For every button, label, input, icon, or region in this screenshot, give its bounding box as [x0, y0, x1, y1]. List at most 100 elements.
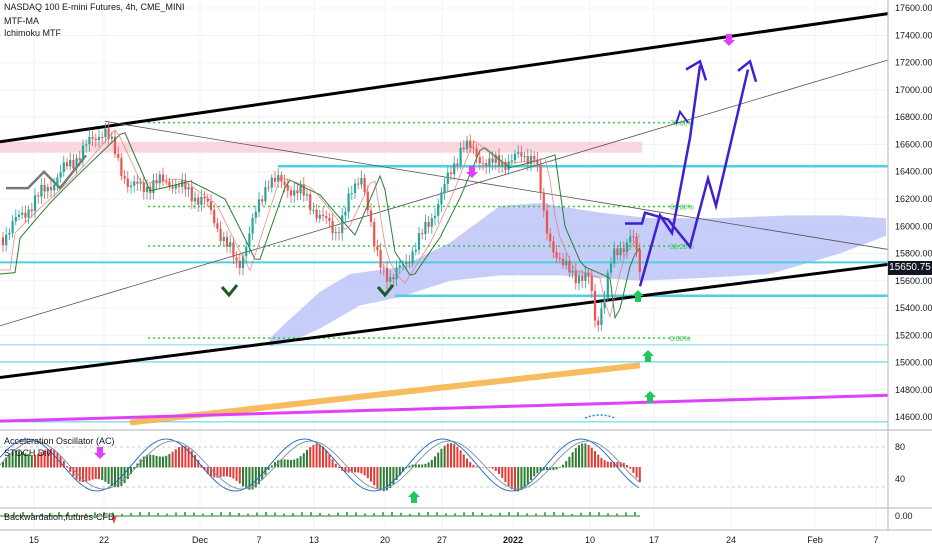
candle-body: [60, 172, 62, 177]
indicator-mtf-ma[interactable]: MTF-MA: [4, 16, 39, 26]
backwardation-bar: [616, 513, 618, 516]
pane-stoch-label[interactable]: STOCH Div: [4, 448, 51, 458]
candle-body: [578, 276, 580, 283]
ac-bar: [124, 467, 126, 483]
ac-bar: [287, 460, 289, 468]
ac-bar: [434, 456, 436, 467]
x-tick-label: 15: [29, 535, 39, 545]
candle-body: [373, 222, 375, 246]
candle-body: [95, 139, 97, 140]
candle-body: [421, 233, 423, 234]
ac-bar: [556, 467, 558, 469]
ac-bar: [517, 467, 519, 491]
indicator-ichimoku[interactable]: Ichimoku MTF: [4, 28, 61, 38]
ac-bar: [370, 467, 372, 482]
candle-body: [364, 178, 366, 192]
candle-body: [309, 194, 311, 210]
ac-bar: [437, 453, 439, 468]
candle-body: [572, 271, 574, 273]
ac-bar: [444, 446, 446, 468]
backwardation-bar: [607, 513, 609, 516]
candle-body: [24, 213, 26, 218]
osc-tick-label: 80: [895, 442, 905, 452]
backwardation-bar: [571, 514, 573, 516]
candle-body: [245, 247, 247, 257]
ac-bar: [501, 467, 503, 478]
candle-body: [159, 174, 161, 183]
candle-body: [472, 148, 474, 149]
ac-bar: [520, 467, 522, 490]
backwardation-bar: [157, 513, 159, 516]
ac-bar: [319, 444, 321, 467]
ac-bar: [476, 466, 478, 467]
backwardation-bar: [373, 513, 375, 516]
ac-bar: [447, 444, 449, 468]
candle-body: [236, 257, 238, 260]
y-tick-label: 17400.00: [895, 30, 932, 40]
candle-body: [261, 199, 263, 201]
ac-bar: [504, 467, 506, 482]
y-tick-label: 15400.00: [895, 303, 932, 313]
backwardation-bar: [418, 513, 420, 516]
candle-body: [623, 248, 625, 252]
candle-body: [117, 154, 119, 158]
ac-bar: [181, 446, 183, 468]
x-tick-label: 2022: [503, 535, 523, 545]
ac-bar: [220, 467, 222, 477]
ac-bar: [488, 467, 490, 468]
pane-backwardation-label[interactable]: Backwardation,futures-CFD: [4, 512, 115, 522]
candle-body: [232, 242, 234, 257]
backwardation-bar: [526, 513, 528, 516]
y-tick-label: 15800.00: [895, 249, 932, 259]
pane-ac-label[interactable]: Acceleration Oscillator (AC): [4, 436, 115, 446]
x-tick-label: 7: [873, 535, 878, 545]
candle-body: [290, 190, 292, 195]
candle-body: [50, 187, 52, 190]
candle-body: [485, 163, 487, 166]
backwardation-bar: [535, 513, 537, 516]
ac-bar: [242, 467, 244, 486]
candle-body: [428, 222, 430, 227]
ac-bar: [338, 467, 340, 468]
backwardation-bar: [391, 512, 393, 516]
candle-body: [197, 198, 199, 205]
ac-bar: [303, 453, 305, 467]
ac-bar: [111, 467, 113, 486]
ac-bar: [85, 467, 87, 482]
backwardation-bar: [139, 512, 141, 516]
ac-bar: [463, 454, 465, 467]
ac-bar: [568, 457, 570, 468]
ac-bar: [223, 467, 225, 477]
candle-body: [552, 241, 554, 252]
candle-body: [629, 236, 631, 242]
ac-bar: [629, 467, 631, 469]
candle-body: [469, 141, 471, 148]
candle-body: [431, 218, 433, 227]
ac-bar: [498, 467, 500, 474]
ac-bar: [332, 459, 334, 467]
candle-body: [274, 178, 276, 182]
backwardation-bar: [265, 512, 267, 516]
backwardation-bar: [481, 513, 483, 516]
backwardation-bar: [193, 512, 195, 516]
candle-body: [66, 162, 68, 166]
ac-bar: [469, 462, 471, 467]
candle-body: [514, 154, 516, 160]
candle-body: [453, 163, 455, 174]
ac-bar: [95, 467, 97, 479]
candle-body: [408, 262, 410, 264]
candle-body: [293, 190, 295, 195]
candle-body: [405, 262, 407, 265]
candle-body: [92, 137, 94, 139]
candle-body: [418, 233, 420, 250]
candle-body: [492, 158, 494, 162]
candle-body: [597, 320, 599, 325]
backwardation-bar: [346, 512, 348, 516]
ac-bar: [165, 456, 167, 468]
ac-bar: [309, 447, 311, 467]
x-tick-label: 20: [380, 535, 390, 545]
ac-bar: [511, 467, 513, 489]
candle-body: [434, 216, 436, 218]
